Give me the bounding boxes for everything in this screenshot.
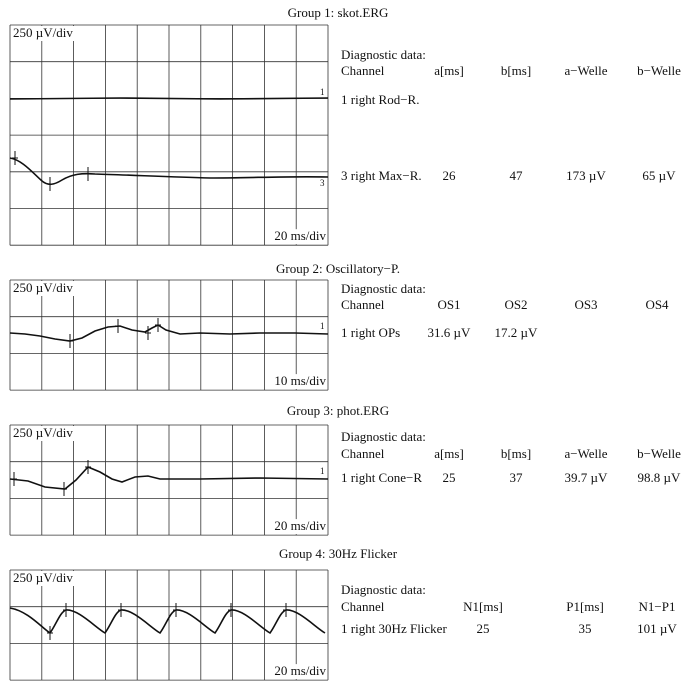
table-cell: 25 [477, 621, 490, 636]
table-cell: 31.6 µV [428, 325, 471, 340]
waveform [9, 324, 329, 342]
table-header: OS2 [504, 297, 527, 312]
amplitude-scale: 250 µV/div [13, 25, 73, 40]
amplitude-scale: 250 µV/div [13, 570, 73, 585]
table-caption: Diagnostic data: [341, 47, 426, 62]
table-cell: 1 right Rod−R. [341, 92, 419, 107]
table-header: a−Welle [564, 446, 607, 461]
scale-label-bg [268, 374, 327, 390]
table-header: a[ms] [434, 446, 464, 461]
table-header: b[ms] [501, 63, 531, 78]
table-cell: 25 [443, 470, 456, 485]
table-header: b[ms] [501, 446, 531, 461]
table-caption: Diagnostic data: [341, 281, 426, 296]
group-title: Group 3: phot.ERG [287, 403, 389, 418]
time-scale: 20 ms/div [274, 663, 326, 678]
scale-label-bg [268, 519, 327, 535]
channel-marker: 1 [320, 321, 325, 331]
table-header: OS1 [437, 297, 460, 312]
channel-marker: 1 [320, 87, 325, 97]
amplitude-scale: 250 µV/div [13, 280, 73, 295]
scale-label-bg [11, 281, 77, 296]
time-scale: 10 ms/div [274, 373, 326, 388]
table-cell: 1 right Cone−R [341, 470, 422, 485]
table-cell: 98.8 µV [638, 470, 681, 485]
table-caption: Diagnostic data: [341, 582, 426, 597]
table-cell: 35 [579, 621, 592, 636]
table-header: a[ms] [434, 63, 464, 78]
table-cell: 47 [510, 168, 524, 183]
table-cell: 1 right OPs [341, 325, 400, 340]
table-header: Channel [341, 446, 385, 461]
group-title: Group 4: 30Hz Flicker [279, 546, 398, 561]
scale-label-bg [268, 229, 327, 245]
table-header: OS3 [574, 297, 597, 312]
table-header: Channel [341, 599, 385, 614]
scale-label-bg [11, 26, 77, 41]
table-cell: 65 µV [642, 168, 676, 183]
table-cell: 39.7 µV [565, 470, 608, 485]
table-header: Channel [341, 297, 385, 312]
scale-label-bg [11, 426, 77, 441]
group-title: Group 2: Oscillatory−P. [276, 261, 400, 276]
table-header: N1[ms] [463, 599, 503, 614]
group-title: Group 1: skot.ERG [288, 5, 389, 20]
table-header: b−Welle [637, 446, 681, 461]
table-header: b−Welle [637, 63, 681, 78]
channel-marker: 3 [320, 178, 325, 188]
table-header: P1[ms] [566, 599, 604, 614]
table-header: a−Welle [564, 63, 607, 78]
table-caption: Diagnostic data: [341, 429, 426, 444]
table-cell: 1 right 30Hz Flicker [341, 621, 447, 636]
amplitude-scale: 250 µV/div [13, 425, 73, 440]
table-cell: 101 µV [637, 621, 677, 636]
table-cell: 173 µV [566, 168, 606, 183]
waveform [9, 97, 329, 100]
time-scale: 20 ms/div [274, 518, 326, 533]
table-cell: 26 [443, 168, 457, 183]
table-cell: 3 right Max−R. [341, 168, 422, 183]
scale-label-bg [11, 571, 77, 586]
waveform [9, 466, 329, 490]
waveform [9, 607, 326, 635]
table-header: N1−P1 [639, 599, 676, 614]
table-header: OS4 [645, 297, 669, 312]
table-cell: 17.2 µV [495, 325, 538, 340]
scale-label-bg [268, 664, 327, 680]
table-header: Channel [341, 63, 385, 78]
channel-marker: 1 [320, 466, 325, 476]
table-cell: 37 [510, 470, 524, 485]
time-scale: 20 ms/div [274, 228, 326, 243]
